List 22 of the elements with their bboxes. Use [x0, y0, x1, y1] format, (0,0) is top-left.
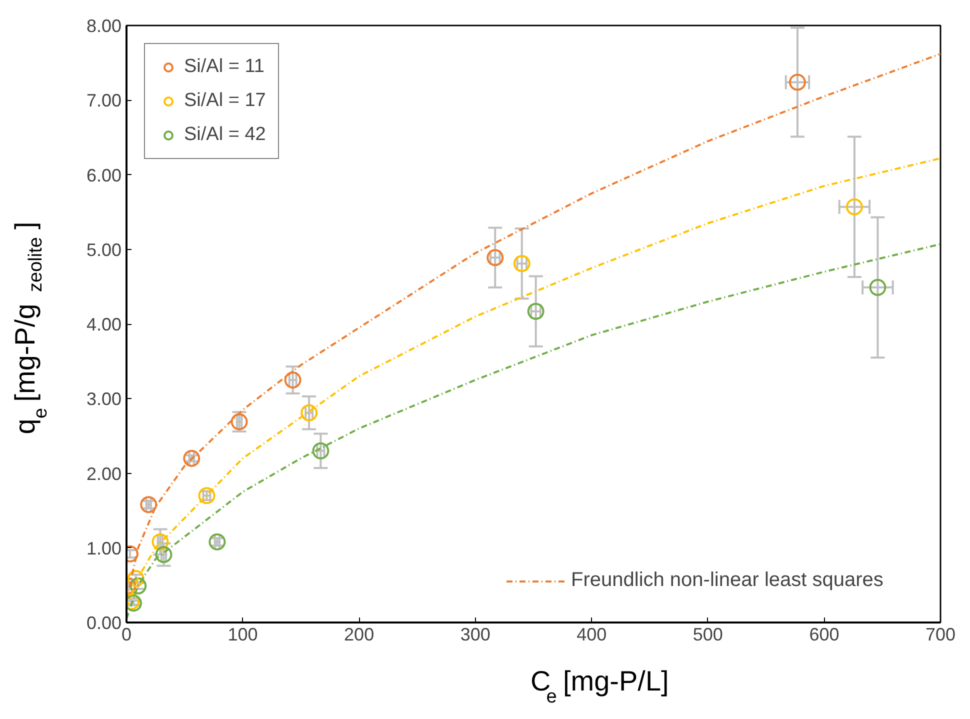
- y-tick-label: 1.00: [86, 538, 122, 558]
- y-tick-label: 5.00: [86, 240, 122, 260]
- y-tick-label: 2.00: [86, 464, 122, 484]
- x-tick-label: 600: [809, 624, 840, 644]
- x-tick-label: 300: [460, 624, 490, 644]
- legend-label: Si/Al = 42: [184, 124, 266, 146]
- y-tick-label: 4.00: [86, 314, 122, 334]
- y-tick-label: 3.00: [86, 389, 122, 410]
- y-tick-label: 6.00: [86, 165, 122, 186]
- y-tick-label: 8.00: [86, 16, 122, 36]
- annotation: Freundlich non-linear least squares: [571, 569, 884, 592]
- x-tick-label: 100: [228, 624, 258, 644]
- y-tick-label: 7.00: [86, 90, 122, 111]
- x-tick-label: 500: [692, 624, 723, 644]
- x-tick-label: 400: [576, 624, 607, 644]
- x-tick-label: 700: [925, 624, 956, 644]
- legend-label: Si/Al = 17: [184, 90, 266, 112]
- y-tick-label: 0.00: [86, 613, 122, 633]
- legend-label: Si/Al = 11: [184, 56, 264, 78]
- x-tick-label: 200: [344, 624, 374, 644]
- x-tick-label: 0: [121, 624, 132, 644]
- y-axis-title: qe [mg-P/gzeolite]: [10, 222, 52, 434]
